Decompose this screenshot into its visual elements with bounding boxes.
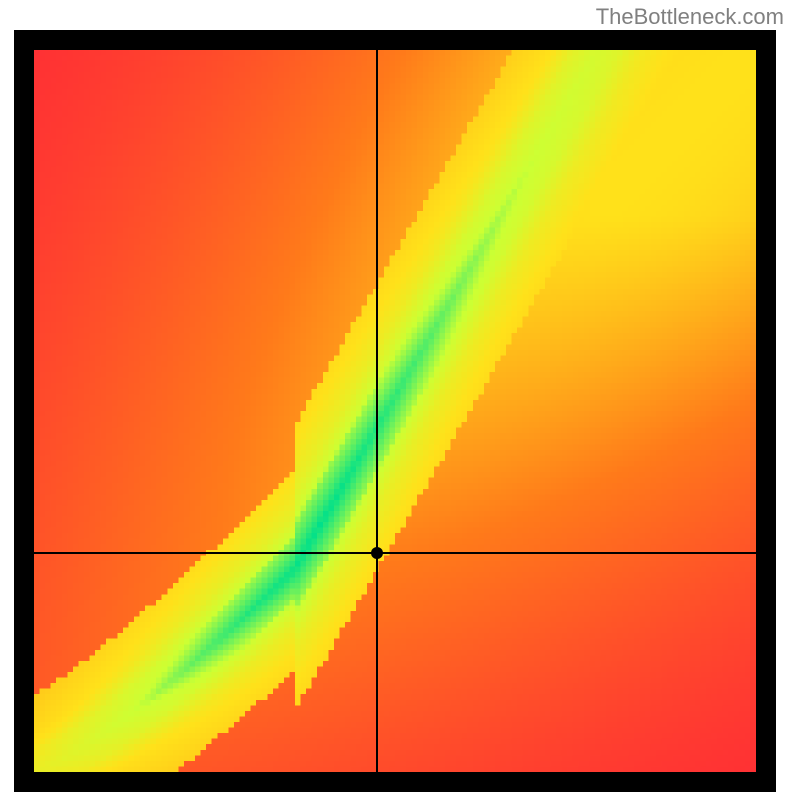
chart-container: TheBottleneck.com xyxy=(0,0,800,800)
crosshair-vertical xyxy=(376,50,378,772)
crosshair-horizontal xyxy=(34,552,756,554)
bottleneck-heatmap xyxy=(34,50,756,772)
watermark-text: TheBottleneck.com xyxy=(596,4,784,30)
